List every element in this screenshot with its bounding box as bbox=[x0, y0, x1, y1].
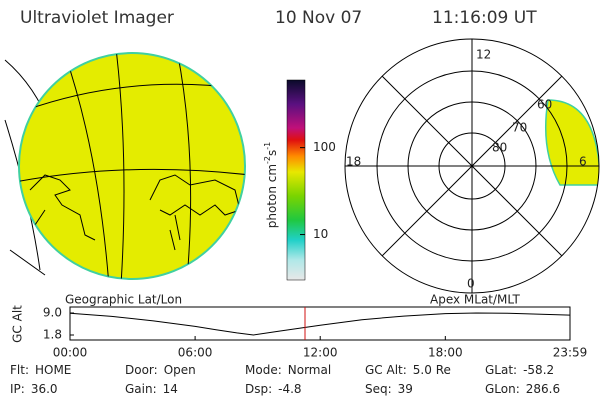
y-tick-label: 9.0 bbox=[43, 306, 62, 320]
status-label: GC Alt: bbox=[365, 363, 407, 377]
status-value: -4.8 bbox=[278, 382, 301, 396]
altitude-frame bbox=[69, 306, 571, 341]
colorbar-tick-label: 100 bbox=[313, 140, 336, 154]
status-field: Gain: 14 bbox=[125, 382, 178, 396]
status-field: Seq: 39 bbox=[365, 382, 413, 396]
status-label: IP: bbox=[10, 382, 25, 396]
altitude-label: GC Alt bbox=[11, 305, 25, 343]
status-value: 39 bbox=[398, 382, 413, 396]
date: 10 Nov 07 bbox=[275, 8, 362, 28]
status-value: -58.2 bbox=[523, 363, 554, 377]
status-field: IP: 36.0 bbox=[10, 382, 58, 396]
mlt-label: 18 bbox=[346, 155, 361, 169]
mlt-label: 0 bbox=[467, 277, 475, 291]
status-label: GLat: bbox=[485, 363, 517, 377]
colorbar-unit: photon cm-2s-1 bbox=[263, 142, 279, 229]
polar-plot: 12 18 6 0 60 70 80 bbox=[344, 38, 600, 294]
status-value: HOME bbox=[35, 363, 71, 377]
status-value: Open bbox=[164, 363, 196, 377]
status-field: Dsp: -4.8 bbox=[245, 382, 302, 396]
x-tick-label: 12:00 bbox=[303, 346, 338, 360]
time: 11:16:09 UT bbox=[432, 8, 537, 28]
mlt-label: 6 bbox=[579, 155, 587, 169]
status-value: 5.0 Re bbox=[413, 363, 451, 377]
status-label: Seq: bbox=[365, 382, 392, 396]
status-label: Gain: bbox=[125, 382, 157, 396]
x-tick-label: 23:59 bbox=[553, 346, 588, 360]
status-label: GLon: bbox=[485, 382, 520, 396]
x-tick-label: 00:00 bbox=[53, 346, 88, 360]
colorbar bbox=[286, 79, 306, 281]
lat-label: 80 bbox=[492, 141, 507, 155]
geo-label: Geographic Lat/Lon bbox=[65, 293, 182, 307]
altitude-line bbox=[69, 312, 571, 336]
status-label: Dsp: bbox=[245, 382, 272, 396]
status-field: GLon: 286.6 bbox=[485, 382, 560, 396]
colorbar-tick-label: 10 bbox=[313, 227, 328, 241]
status-field: GLat: -58.2 bbox=[485, 363, 554, 377]
lat-label: 60 bbox=[537, 98, 552, 112]
status-value: Normal bbox=[288, 363, 331, 377]
status-field: GC Alt: 5.0 Re bbox=[365, 363, 451, 377]
y-tick-label: 1.8 bbox=[43, 328, 62, 342]
status-label: Door: bbox=[125, 363, 158, 377]
x-tick-label: 18:00 bbox=[428, 346, 463, 360]
globe-map bbox=[4, 52, 246, 280]
status-label: Flt: bbox=[10, 363, 29, 377]
status-field: Flt: HOME bbox=[10, 363, 71, 377]
lat-label: 70 bbox=[512, 121, 527, 135]
status-field: Door: Open bbox=[125, 363, 196, 377]
instrument-title: Ultraviolet Imager bbox=[20, 8, 174, 28]
x-tick-label: 06:00 bbox=[178, 346, 213, 360]
mlt-label: 12 bbox=[476, 48, 491, 62]
apex-label: Apex MLat/MLT bbox=[430, 293, 520, 307]
status-value: 14 bbox=[163, 382, 178, 396]
status-label: Mode: bbox=[245, 363, 282, 377]
status-field: Mode: Normal bbox=[245, 363, 331, 377]
status-value: 286.6 bbox=[526, 382, 560, 396]
status-value: 36.0 bbox=[31, 382, 58, 396]
